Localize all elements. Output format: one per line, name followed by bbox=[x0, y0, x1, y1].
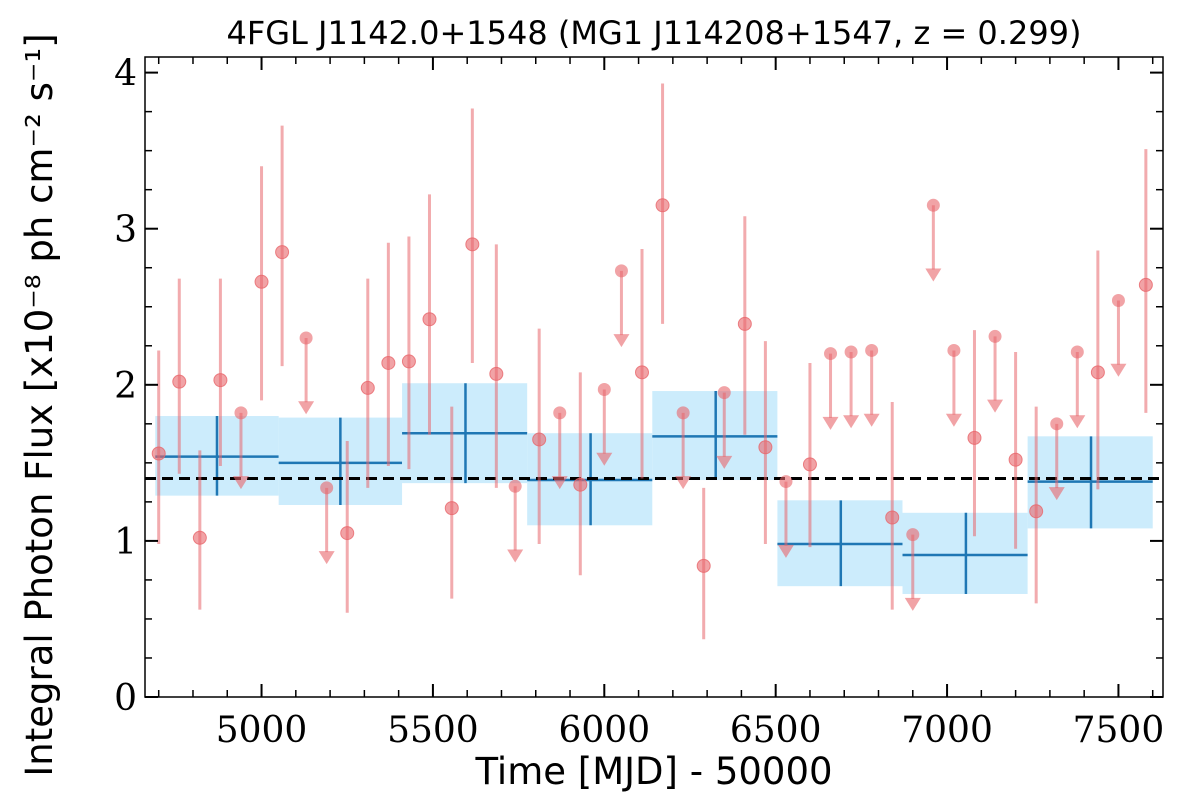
axis-ticks-layer: 5000 5500 6000 6500 7000 7500 0 1 2 3 4 bbox=[114, 54, 1164, 751]
data-point bbox=[885, 510, 900, 525]
upper-limit-point bbox=[988, 329, 1002, 343]
x-tick-label: 6000 bbox=[558, 710, 650, 751]
data-point bbox=[275, 245, 290, 260]
data-point bbox=[758, 440, 773, 455]
data-point bbox=[532, 432, 547, 447]
x-tick-label: 5000 bbox=[216, 710, 308, 751]
data-point bbox=[465, 237, 480, 252]
upper-limit-arrow-head bbox=[507, 549, 524, 563]
chart-title: 4FGL J1142.0+1548 (MG1 J114208+1547, z =… bbox=[226, 14, 1081, 52]
upper-limit-point bbox=[597, 382, 611, 396]
data-point bbox=[1008, 452, 1023, 467]
upper-limit-point bbox=[614, 264, 628, 278]
data-point bbox=[360, 380, 375, 395]
upper-limit-point bbox=[553, 406, 567, 420]
upper-limit-point bbox=[299, 331, 313, 345]
upper-limit-arrow-head bbox=[232, 476, 249, 490]
x-tick-label: 7000 bbox=[901, 710, 993, 751]
upper-limit-point bbox=[947, 343, 961, 357]
upper-limit-point bbox=[844, 345, 858, 359]
data-point bbox=[422, 312, 437, 327]
upper-limit-arrow-head bbox=[945, 413, 962, 427]
upper-limit-arrow-head bbox=[551, 476, 568, 490]
data-point bbox=[1090, 365, 1105, 380]
data-point bbox=[1029, 504, 1044, 519]
data-point bbox=[172, 374, 187, 389]
upper-limit-point bbox=[1070, 345, 1084, 359]
data-point bbox=[213, 373, 228, 388]
x-tick-label: 5500 bbox=[387, 710, 479, 751]
data-point bbox=[802, 457, 817, 472]
data-point bbox=[1138, 277, 1153, 292]
upper-limit-arrow-head bbox=[298, 401, 315, 415]
upper-limit-arrow-head bbox=[613, 334, 630, 348]
data-point bbox=[381, 355, 396, 370]
data-point bbox=[655, 198, 670, 213]
upper-limit-arrow-head bbox=[904, 597, 921, 611]
bayesian-blocks-layer bbox=[155, 383, 1153, 594]
upper-limit-arrow-head bbox=[925, 268, 942, 282]
data-point bbox=[489, 366, 504, 381]
upper-limit-point bbox=[906, 528, 920, 542]
y-tick-label: 3 bbox=[114, 210, 137, 251]
upper-limit-point bbox=[1050, 417, 1064, 431]
upper-limit-arrow-head bbox=[987, 399, 1004, 413]
plot-frame bbox=[144, 56, 1164, 698]
upper-limit-arrow-head bbox=[822, 416, 839, 430]
upper-limit-arrow-head bbox=[843, 415, 860, 429]
upper-limit-point bbox=[926, 198, 940, 212]
data-point bbox=[635, 365, 650, 380]
data-point bbox=[401, 354, 416, 369]
upper-limit-point bbox=[779, 475, 793, 489]
data-point bbox=[737, 316, 752, 331]
upper-limit-point bbox=[320, 481, 334, 495]
upper-limit-point bbox=[824, 347, 838, 361]
y-tick-label: 1 bbox=[114, 522, 137, 563]
y-tick-label: 0 bbox=[114, 678, 137, 719]
upper-limit-arrow-head bbox=[596, 452, 613, 466]
data-point bbox=[967, 430, 982, 445]
data-point bbox=[151, 446, 166, 461]
upper-limit-point bbox=[676, 406, 690, 420]
data-point bbox=[696, 558, 711, 573]
upper-limit-arrow-head bbox=[716, 455, 733, 469]
upper-limit-point bbox=[508, 479, 522, 493]
upper-limit-point bbox=[1111, 294, 1125, 308]
upper-limit-arrow-head bbox=[1110, 363, 1127, 377]
x-axis-label: Time [MJD] - 50000 bbox=[474, 750, 832, 793]
upper-limit-point bbox=[717, 386, 731, 400]
x-tick-label: 6500 bbox=[730, 710, 822, 751]
data-point bbox=[340, 526, 355, 541]
data-points-layer bbox=[151, 83, 1153, 640]
data-point bbox=[573, 477, 588, 492]
upper-limit-arrow-head bbox=[777, 544, 794, 558]
data-point bbox=[254, 274, 269, 289]
upper-limit-arrow-head bbox=[863, 413, 880, 427]
data-point bbox=[444, 501, 459, 516]
upper-limit-arrow-head bbox=[1069, 415, 1086, 429]
upper-limit-arrow-head bbox=[675, 476, 692, 490]
upper-limit-point bbox=[234, 406, 248, 420]
y-tick-label: 2 bbox=[114, 366, 137, 407]
upper-limit-arrow-head bbox=[1048, 487, 1065, 501]
y-axis-label: Integral Photon Flux [x10⁻⁸ ph cm⁻² s⁻¹] bbox=[18, 33, 61, 776]
x-tick-label: 7500 bbox=[1073, 710, 1165, 751]
y-tick-label: 4 bbox=[114, 54, 137, 95]
upper-limit-arrow-head bbox=[318, 551, 335, 565]
upper-limit-point bbox=[865, 343, 879, 357]
data-point bbox=[192, 530, 207, 545]
